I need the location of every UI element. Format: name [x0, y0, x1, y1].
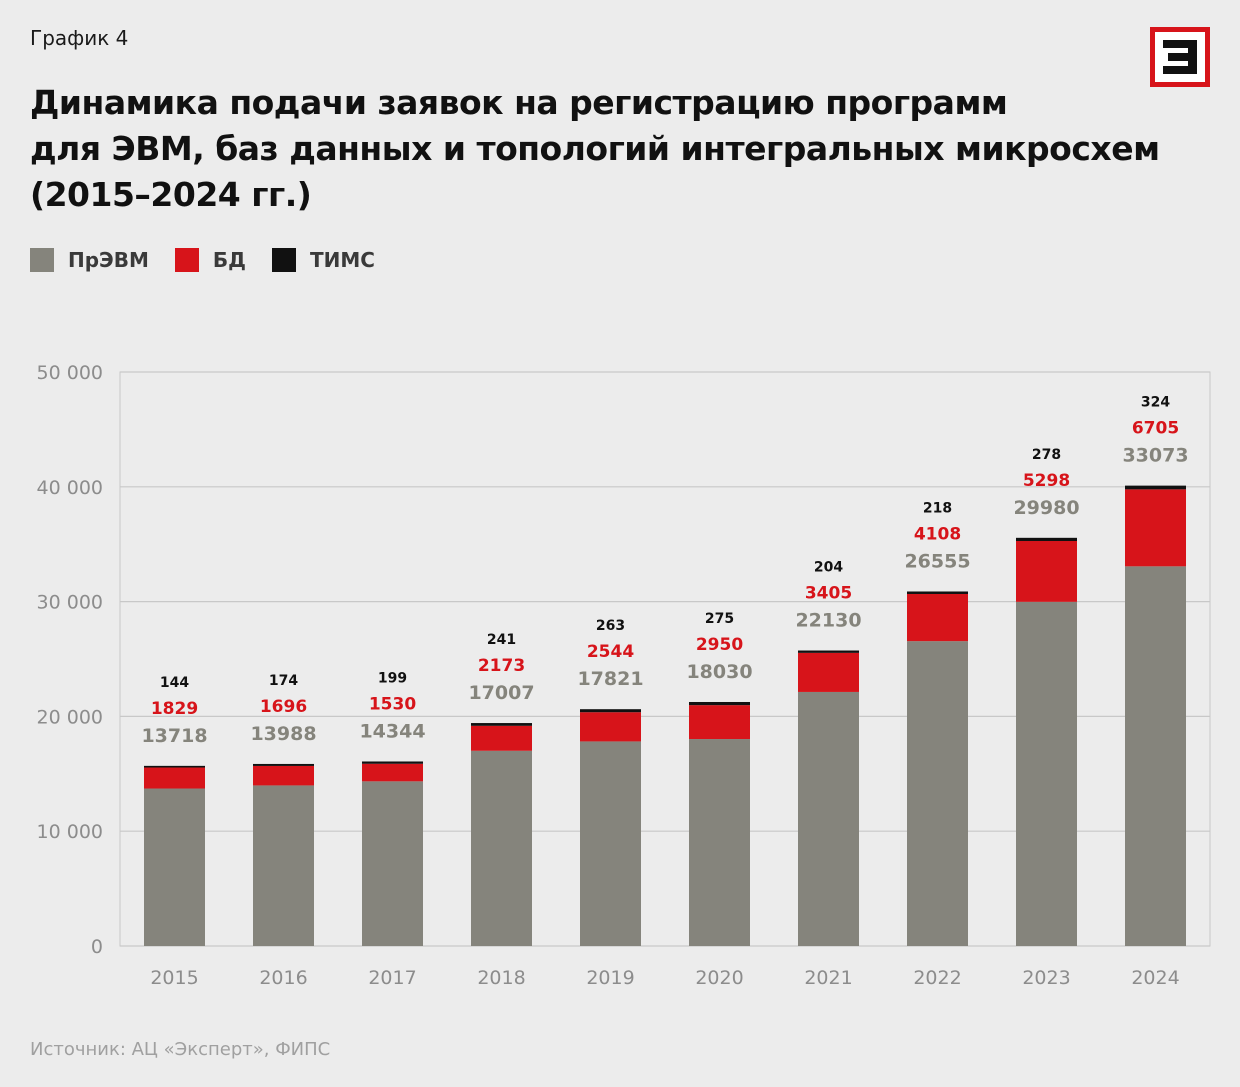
y-tick-label: 10 000	[37, 821, 103, 843]
bar-segment	[362, 763, 423, 782]
data-label: 241	[487, 632, 516, 648]
bar-segment	[144, 788, 205, 946]
data-label: 204	[814, 560, 843, 576]
bar-segment	[1016, 541, 1077, 602]
data-label: 29980	[1013, 497, 1079, 519]
data-label: 1696	[260, 697, 307, 717]
data-label: 218	[923, 500, 952, 516]
data-label: 1530	[369, 694, 416, 714]
bar-segment	[1016, 601, 1077, 946]
data-label: 174	[269, 673, 298, 689]
bar-segment	[907, 593, 968, 642]
bar-segment	[253, 765, 314, 786]
bar-segment	[907, 591, 968, 594]
x-tick-label: 2020	[695, 967, 743, 989]
data-label: 1829	[151, 699, 198, 719]
data-label: 324	[1141, 395, 1170, 411]
bar-segment	[1016, 537, 1077, 542]
bar-segment	[689, 739, 750, 946]
bar-segment	[471, 750, 532, 946]
data-label: 17007	[468, 682, 534, 704]
legend-item-prevm: ПрЭВМ	[30, 248, 149, 272]
data-label: 2950	[696, 635, 743, 655]
data-label: 278	[1032, 447, 1061, 463]
data-label: 18030	[686, 661, 752, 683]
x-tick-label: 2016	[259, 967, 307, 989]
bar-segment	[144, 765, 205, 768]
data-label: 6705	[1132, 419, 1179, 439]
y-tick-label: 30 000	[37, 592, 103, 614]
title-line-1: Динамика подачи заявок на регистрацию пр…	[30, 83, 1008, 122]
bar-segment	[580, 709, 641, 713]
bar-segment	[362, 761, 423, 764]
data-label: 144	[160, 675, 189, 691]
legend-swatch-tims	[271, 248, 296, 272]
y-tick-label: 0	[91, 936, 103, 958]
data-label: 263	[596, 618, 625, 634]
bar-segment	[689, 701, 750, 706]
data-label: 5298	[1023, 471, 1070, 491]
x-tick-label: 2023	[1022, 967, 1070, 989]
legend-item-bd: БД	[174, 248, 246, 272]
bar-segment	[798, 652, 859, 692]
x-tick-label: 2019	[586, 967, 634, 989]
bar-segment	[580, 741, 641, 946]
x-tick-label: 2018	[477, 967, 525, 989]
source-note: Источник: АЦ «Эксперт», ФИПС	[30, 1039, 331, 1060]
data-label: 2173	[478, 656, 525, 676]
bar-segment	[580, 712, 641, 742]
data-label: 26555	[904, 550, 970, 572]
bar-segment	[798, 650, 859, 653]
data-label: 13718	[141, 725, 207, 747]
y-tick-label: 20 000	[37, 706, 103, 728]
x-tick-label: 2017	[368, 967, 416, 989]
legend-swatch-prevm	[30, 248, 54, 272]
legend-swatch-bd	[174, 248, 199, 272]
expert-logo-icon	[1150, 27, 1210, 87]
data-label: 33073	[1122, 445, 1188, 467]
data-label: 2544	[587, 642, 634, 662]
legend-item-tims: ТИМС	[271, 248, 375, 272]
chart-legend: ПрЭВМ БД ТИМС	[30, 248, 401, 272]
bar-segment	[798, 691, 859, 946]
bar-segment	[144, 767, 205, 789]
x-tick-label: 2021	[804, 967, 852, 989]
legend-label-prevm: ПрЭВМ	[68, 248, 149, 272]
data-label: 22130	[795, 610, 861, 632]
bar-segment	[1125, 566, 1186, 946]
bar-segment	[253, 763, 314, 766]
x-tick-label: 2024	[1131, 967, 1179, 989]
legend-label-tims: ТИМС	[309, 248, 375, 272]
chart-kicker: График 4	[30, 26, 129, 50]
x-tick-label: 2022	[913, 967, 961, 989]
data-label: 17821	[577, 668, 643, 690]
bar-segment	[689, 705, 750, 740]
bar-segment	[471, 723, 532, 726]
bar-segment	[253, 785, 314, 946]
data-label: 3405	[805, 584, 852, 604]
data-label: 199	[378, 670, 407, 686]
chart-title: Динамика подачи заявок на регистрацию пр…	[30, 80, 1180, 218]
title-line-2: для ЭВМ, баз данных и топологий интеграл…	[30, 129, 1160, 168]
bar-segment	[907, 641, 968, 946]
legend-label-bd: БД	[212, 248, 246, 272]
bar-segment	[1125, 489, 1186, 567]
x-tick-label: 2015	[150, 967, 198, 989]
data-label: 275	[705, 611, 734, 627]
data-label: 14344	[359, 720, 425, 742]
bar-segment	[471, 725, 532, 751]
data-label: 13988	[250, 723, 316, 745]
data-label: 4108	[914, 524, 961, 544]
y-tick-label: 50 000	[37, 362, 103, 384]
title-line-3: (2015–2024 гг.)	[30, 175, 312, 214]
bar-segment	[362, 781, 423, 946]
bar-segment	[1125, 485, 1186, 490]
y-tick-label: 40 000	[37, 477, 103, 499]
